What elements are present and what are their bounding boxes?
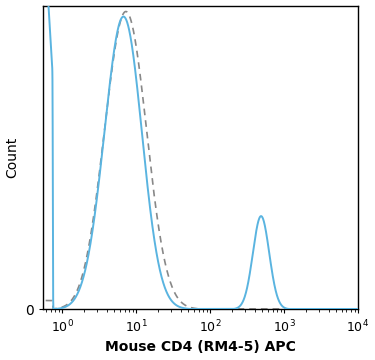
Y-axis label: Count: Count xyxy=(6,137,20,178)
X-axis label: Mouse CD4 (RM4-5) APC: Mouse CD4 (RM4-5) APC xyxy=(105,341,296,355)
